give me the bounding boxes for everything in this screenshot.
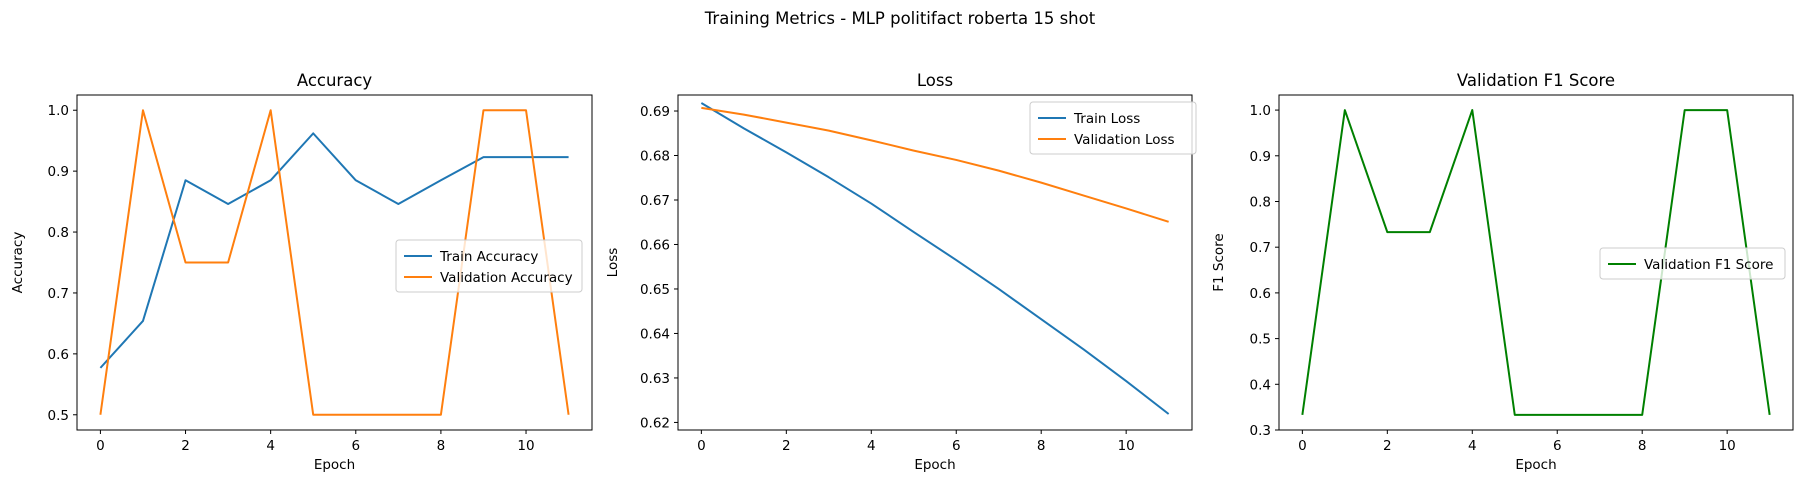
subplot-title: Loss	[917, 71, 953, 90]
y-tick-label: 0.6	[48, 347, 69, 363]
y-tick-label: 0.9	[1250, 149, 1271, 165]
x-tick-label: 2	[1383, 438, 1392, 454]
y-axis-label: Accuracy	[10, 232, 26, 294]
y-tick-label: 1.0	[48, 103, 69, 119]
y-tick-label: 0.7	[48, 286, 69, 302]
y-tick-label: 0.8	[1250, 194, 1271, 210]
y-tick-label: 0.9	[48, 164, 69, 180]
x-axis-label: Epoch	[1515, 457, 1556, 473]
legend-box	[1599, 247, 1786, 280]
y-tick-label: 0.64	[640, 326, 670, 342]
axes-frame	[76, 94, 593, 431]
x-tick-label: 0	[96, 438, 105, 454]
series-line-train-accuracy	[99, 132, 569, 369]
x-tick-label: 2	[782, 438, 791, 454]
y-tick-label: 0.7	[1250, 240, 1271, 256]
x-tick-label: 0	[1298, 438, 1307, 454]
series-line-validation-loss	[701, 106, 1169, 223]
legend-label: Validation F1 Score	[1644, 257, 1773, 273]
y-tick-label: 0.66	[640, 237, 670, 253]
x-tick-label: 8	[437, 438, 446, 454]
x-tick-label: 4	[867, 438, 876, 454]
x-tick-label: 6	[1553, 438, 1562, 454]
legend-box	[1029, 101, 1197, 155]
x-tick-label: 10	[517, 438, 534, 454]
x-tick-label: 6	[952, 438, 961, 454]
figure-title: Training Metrics - MLP politifact robert…	[704, 9, 1096, 28]
legend-label: Validation Accuracy	[440, 270, 573, 286]
series-line-validation-f1-score	[1301, 109, 1771, 416]
y-tick-label: 0.65	[640, 282, 670, 298]
legend-box	[395, 239, 583, 293]
subplot-title: Accuracy	[297, 71, 373, 90]
x-tick-label: 0	[697, 438, 706, 454]
x-axis-label: Epoch	[914, 457, 955, 473]
series-line-train-loss	[700, 102, 1170, 415]
x-tick-label: 4	[1468, 438, 1477, 454]
legend-label: Train Accuracy	[439, 249, 538, 265]
legend: Validation F1 Score	[1599, 247, 1786, 280]
axes-frame	[1278, 94, 1794, 431]
x-axis-label: Epoch	[314, 457, 355, 473]
x-tick-label: 8	[1037, 438, 1046, 454]
y-tick-label: 1.0	[1250, 103, 1271, 119]
y-tick-label: 0.3	[1250, 423, 1271, 439]
legend-label: Validation Loss	[1074, 132, 1175, 148]
x-tick-label: 10	[1118, 438, 1135, 454]
x-tick-label: 10	[1719, 438, 1736, 454]
y-tick-label: 0.5	[48, 408, 69, 424]
y-tick-label: 0.8	[48, 225, 69, 241]
subplot-2: Loss 0 2 4 6 8 10 0.62 0.63 0.64 0.65 0.66 0.67 0.68 0…	[605, 71, 1197, 473]
y-tick-label: 0.63	[640, 371, 670, 387]
subplot-3: Validation F1 Score 0 2 4 6 8 10 0.3 0.4 0.5 0.6 0.…	[1211, 71, 1794, 473]
axes-frame	[677, 94, 1193, 431]
y-axis-label: Loss	[605, 248, 621, 278]
x-tick-label: 8	[1638, 438, 1647, 454]
y-tick-label: 0.69	[640, 104, 670, 120]
legend: Train Loss Validation Loss	[1029, 101, 1197, 155]
x-tick-label: 6	[351, 438, 360, 454]
y-tick-label: 0.5	[1250, 332, 1271, 348]
x-tick-label: 2	[181, 438, 190, 454]
y-tick-label: 0.67	[640, 193, 670, 209]
y-tick-label: 0.4	[1250, 377, 1271, 393]
y-tick-label: 0.6	[1250, 286, 1271, 302]
subplot-title: Validation F1 Score	[1457, 71, 1615, 90]
x-tick-label: 4	[266, 438, 275, 454]
subplot-1: Accuracy 0 2 4 6 8 10 0.5 0.6 0.7 0.8 0.9 1.0 Epoch Ac…	[10, 71, 593, 473]
legend-label: Train Loss	[1073, 111, 1140, 127]
y-tick-label: 0.62	[640, 415, 670, 431]
y-tick-label: 0.68	[640, 149, 670, 165]
series-line-validation-accuracy	[99, 109, 570, 416]
subplots: Accuracy 0 2 4 6 8 10 0.5 0.6 0.7 0.8 0.9 1.0 Epoch Ac…	[10, 71, 1794, 473]
legend: Train Accuracy Validation Accuracy	[395, 239, 583, 293]
y-axis-label: F1 Score	[1211, 233, 1227, 291]
